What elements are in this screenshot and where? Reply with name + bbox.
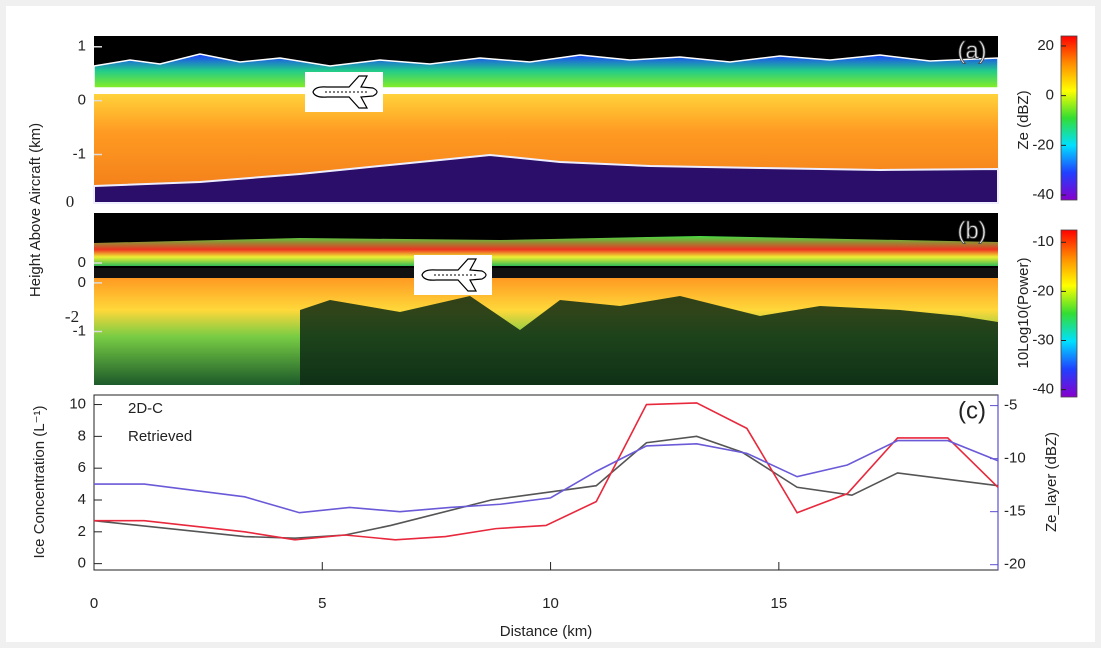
colorbar-tick-label: 20: [1037, 37, 1054, 54]
y2-tick-label: -5: [1004, 397, 1017, 414]
y-tick-label: 4: [78, 491, 86, 508]
y-tick-label: -1: [73, 145, 86, 162]
panel-label: (c): [958, 397, 986, 424]
annotation: 0: [66, 192, 75, 211]
annotation: -2: [65, 307, 79, 326]
colorbar-tick-label: -30: [1032, 331, 1054, 348]
colorbar-tick-label: 0: [1046, 87, 1054, 104]
x-tick-label: 5: [318, 595, 326, 612]
x-axis-label: Distance (km): [500, 623, 593, 640]
y-tick-label: 0: [78, 555, 86, 572]
x-tick-label: 10: [542, 595, 559, 612]
y2-tick-label: -20: [1004, 556, 1026, 573]
panel-label: (a): [957, 37, 986, 64]
y-tick-label: 10: [69, 396, 86, 413]
y2-tick-label: -10: [1004, 450, 1026, 467]
colorbar: [1060, 229, 1078, 398]
series-line: [93, 435, 999, 539]
colorbar-tick-label: -40: [1032, 381, 1054, 398]
colorbar-tick-label: -10: [1032, 233, 1054, 250]
legend-entry: Retrieved: [128, 428, 192, 445]
panel-label: (b): [957, 217, 986, 244]
y-tick-label: 6: [78, 459, 86, 476]
colorbar-tick-label: -20: [1032, 136, 1054, 153]
colorbar-tick-label: -40: [1032, 186, 1054, 203]
y-tick-label: 0: [78, 274, 86, 291]
y2-tick-label: -15: [1004, 503, 1026, 520]
y-axis-label: Height Above Aircraft (km): [27, 123, 44, 297]
y-tick-label: 0: [78, 254, 86, 271]
radar-image-a: [93, 36, 999, 204]
legend-entry: 2D-C: [128, 400, 163, 417]
y-tick-label: 0: [78, 92, 86, 109]
colorbar-label: Ze (dBZ): [1015, 90, 1032, 149]
y-tick-label: 2: [78, 523, 86, 540]
x-tick-label: 0: [90, 595, 98, 612]
colorbar-tick-label: -20: [1032, 282, 1054, 299]
y-tick-label: 8: [78, 427, 86, 444]
y-axis-label: Ice Concentration (L⁻¹): [31, 406, 48, 559]
aircraft-icon: [304, 71, 384, 113]
series-line: [94, 402, 999, 541]
y-tick-label: 1: [78, 38, 86, 55]
y-tick-label: -1: [73, 322, 86, 339]
x-tick-label: 15: [771, 595, 788, 612]
radar-image-b: [94, 213, 998, 385]
colorbar: [1060, 35, 1078, 201]
series-line: [94, 439, 999, 514]
colorbar-label: 10Log10(Power): [1015, 258, 1032, 369]
y2-axis-label: Ze_layer (dBZ): [1043, 432, 1060, 532]
aircraft-icon: [413, 254, 493, 296]
